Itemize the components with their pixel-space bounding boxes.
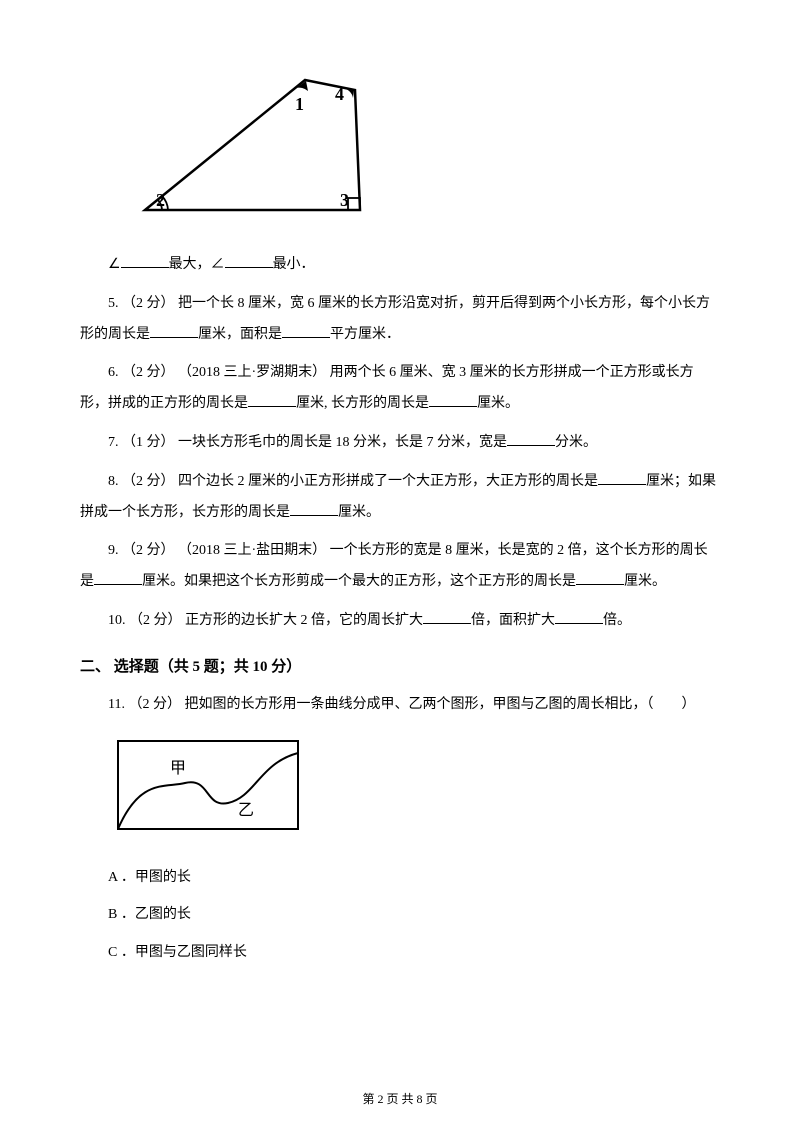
question-5: 5. （2 分） 把一个长 8 厘米，宽 6 厘米的长方形沿宽对折，剪开后得到两… bbox=[80, 289, 720, 351]
blank bbox=[248, 393, 296, 407]
blank bbox=[576, 571, 624, 585]
option-b: B ．乙图的长 bbox=[80, 898, 720, 932]
blank bbox=[598, 471, 646, 485]
text: 平方厘米． bbox=[330, 327, 400, 342]
quadrilateral-angles-figure: 1 2 3 4 bbox=[110, 60, 720, 230]
question-9: 9. （2 分） （2018 三上·盐田期末） 一个长方形的宽是 8 厘米，长是… bbox=[80, 536, 720, 598]
text: 厘米。 bbox=[477, 396, 519, 411]
rectangle-curve-split-figure: 甲 乙 bbox=[110, 733, 720, 843]
blank bbox=[150, 324, 198, 338]
text: 7. （1 分） 一块长方形毛巾的周长是 18 分米，长是 7 分米，宽是 bbox=[108, 435, 507, 450]
question-4-tail: ∠ 最大，∠ 最小． bbox=[80, 250, 720, 281]
section-2-title: 二、 选择题（共 5 题；共 10 分） bbox=[80, 655, 720, 676]
svg-text:1: 1 bbox=[295, 94, 304, 114]
text: 分米。 bbox=[555, 435, 597, 450]
text: 倍。 bbox=[603, 613, 631, 628]
text: 8. （2 分） 四个边长 2 厘米的小正方形拼成了一个大正方形，大正方形的周长… bbox=[108, 474, 598, 489]
text: ∠ bbox=[108, 257, 121, 272]
svg-text:3: 3 bbox=[340, 190, 349, 210]
text: 最大，∠ bbox=[169, 257, 225, 272]
text: 厘米。如果把这个长方形剪成一个最大的正方形，这个正方形的周长是 bbox=[142, 574, 576, 589]
option-c: C ．甲图与乙图同样长 bbox=[80, 936, 720, 970]
question-8: 8. （2 分） 四个边长 2 厘米的小正方形拼成了一个大正方形，大正方形的周长… bbox=[80, 467, 720, 529]
text: 厘米, 长方形的周长是 bbox=[296, 396, 429, 411]
text: 厘米。 bbox=[338, 505, 380, 520]
blank bbox=[555, 610, 603, 624]
blank bbox=[290, 502, 338, 516]
question-6: 6. （2 分） （2018 三上·罗湖期末） 用两个长 6 厘米、宽 3 厘米… bbox=[80, 358, 720, 420]
blank bbox=[507, 432, 555, 446]
blank bbox=[94, 571, 142, 585]
blank bbox=[282, 324, 330, 338]
page-footer: 第 2 页 共 8 页 bbox=[0, 1090, 800, 1107]
svg-text:甲: 甲 bbox=[170, 760, 186, 777]
blank bbox=[121, 254, 169, 268]
text: 10. （2 分） 正方形的边长扩大 2 倍，它的周长扩大 bbox=[108, 613, 423, 628]
question-7: 7. （1 分） 一块长方形毛巾的周长是 18 分米，长是 7 分米，宽是 分米。 bbox=[80, 428, 720, 459]
svg-text:2: 2 bbox=[156, 190, 165, 210]
svg-text:4: 4 bbox=[335, 84, 344, 104]
text: 厘米，面积是 bbox=[198, 327, 282, 342]
blank bbox=[423, 610, 471, 624]
text: 最小． bbox=[273, 257, 315, 272]
question-10: 10. （2 分） 正方形的边长扩大 2 倍，它的周长扩大 倍，面积扩大 倍。 bbox=[80, 606, 720, 637]
text: 厘米。 bbox=[624, 574, 666, 589]
question-11: 11. （2 分） 把如图的长方形用一条曲线分成甲、乙两个图形，甲图与乙图的周长… bbox=[80, 690, 720, 721]
blank bbox=[429, 393, 477, 407]
text: 倍，面积扩大 bbox=[471, 613, 555, 628]
svg-text:乙: 乙 bbox=[238, 802, 254, 819]
option-a: A ．甲图的长 bbox=[80, 861, 720, 895]
blank bbox=[225, 254, 273, 268]
